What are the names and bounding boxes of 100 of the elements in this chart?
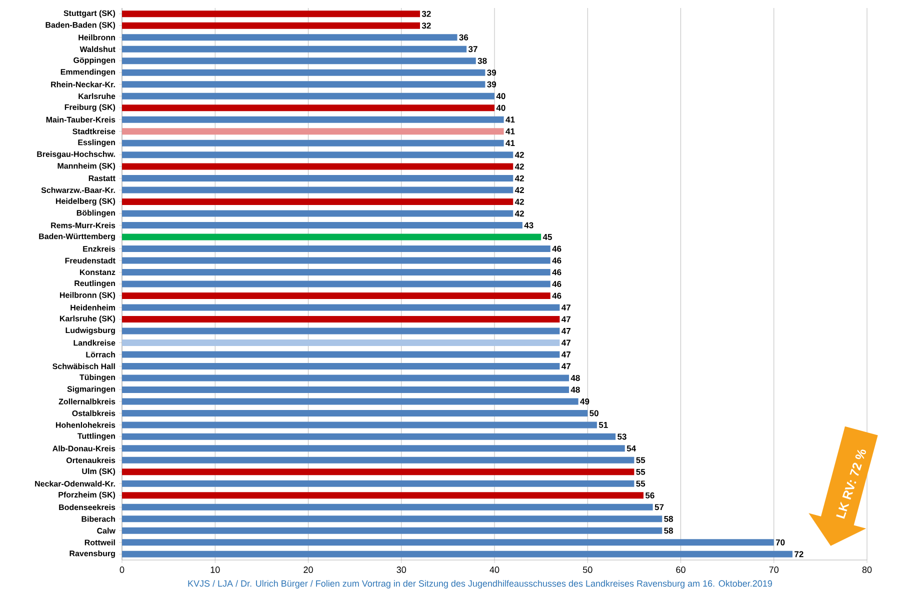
data-label: 37: [468, 46, 478, 52]
data-label: 47: [562, 352, 570, 358]
y-tick-label: Rastatt: [88, 176, 116, 182]
bar: [122, 46, 467, 52]
data-label: 53: [618, 434, 626, 440]
x-tick-label: 10: [210, 566, 220, 573]
y-tick-label: Ostalbkreis: [72, 410, 116, 416]
bar: [122, 198, 514, 206]
y-tick-label: Main-Tauber-Kreis: [46, 116, 116, 123]
x-tick-label: 20: [304, 566, 313, 573]
y-tick-label: Lörrach: [86, 352, 115, 358]
bar: [122, 362, 560, 370]
data-label: 32: [422, 22, 431, 29]
bar: [122, 280, 550, 288]
data-label: 56: [645, 492, 654, 498]
bar: [122, 504, 653, 510]
bar: [122, 374, 570, 382]
data-label: 47: [562, 363, 570, 370]
bar: [122, 292, 550, 299]
data-label: 70: [776, 539, 785, 546]
data-label: 43: [524, 222, 534, 228]
data-label: 46: [552, 258, 562, 264]
bar: [122, 527, 662, 534]
bar: [122, 246, 550, 252]
y-tick-label: Schwarzw.-Baar-Kr.: [41, 187, 115, 193]
bar: [122, 433, 616, 440]
bar: [122, 445, 625, 452]
y-tick-label: Heilbronn (SK): [60, 292, 116, 300]
y-tick-label: Calw: [97, 528, 116, 534]
data-label: 51: [598, 422, 608, 428]
y-tick-label: Ulm (SK): [82, 468, 116, 476]
data-label: 41: [506, 116, 515, 123]
data-label: 42: [514, 175, 524, 182]
x-tick-label: 80: [862, 566, 872, 573]
y-tick-label: Ortenaukreis: [66, 457, 116, 464]
bar: [122, 480, 634, 487]
y-tick-label: Neckar-Odenwald-Kr.: [35, 480, 115, 487]
y-tick-label: Zollernalbkreis: [58, 398, 116, 404]
data-label: 36: [459, 34, 468, 40]
y-tick-label: Emmendingen: [60, 68, 115, 76]
y-tick-label: Freudenstadt: [65, 258, 116, 264]
bar: [122, 398, 578, 405]
data-label: 39: [487, 81, 496, 88]
data-label: 40: [496, 104, 506, 111]
bar: [122, 304, 560, 311]
data-label: 47: [562, 328, 570, 334]
data-label: 42: [514, 187, 524, 194]
bar: [122, 386, 570, 393]
data-label: 55: [636, 468, 646, 475]
y-tick-label: Waldshut: [80, 46, 116, 52]
y-tick-label: Karlsruhe (SK): [60, 316, 116, 323]
y-tick-label: Böblingen: [76, 210, 115, 218]
data-label: 57: [654, 504, 664, 510]
bar: [122, 81, 486, 88]
x-tick-label: 70: [769, 566, 779, 573]
bar: [122, 550, 793, 558]
x-tick-label: 0: [120, 566, 124, 573]
y-tick-label: Heidenheim: [70, 304, 115, 310]
bar: [122, 140, 504, 146]
data-label: 42: [514, 210, 524, 217]
data-label: 58: [664, 516, 674, 522]
data-label: 46: [552, 281, 562, 288]
y-tick-label: Alb-Donau-Kreis: [52, 445, 116, 452]
data-label: 46: [552, 292, 562, 299]
bar: [122, 516, 662, 522]
y-tick-label: Tuttlingen: [78, 432, 115, 440]
y-tick-label: Karlsruhe: [78, 93, 116, 100]
bar: [122, 186, 514, 194]
data-label: 32: [422, 10, 431, 17]
data-label: 42: [514, 164, 524, 170]
y-tick-label: Konstanz: [80, 269, 116, 276]
y-tick-label: Ravensburg: [70, 550, 115, 558]
y-tick-label: Tübingen: [80, 374, 115, 382]
bar: [122, 92, 495, 100]
y-tick-label: Freiburg (SK): [64, 104, 116, 112]
data-label: 48: [570, 386, 580, 393]
data-label: 42: [514, 198, 524, 205]
y-tick-label: Stadtkreise: [72, 128, 116, 134]
bar: [122, 351, 560, 358]
data-label: 47: [562, 316, 570, 322]
x-tick-label: 60: [676, 566, 686, 573]
y-tick-label: Enzkreis: [83, 246, 116, 252]
bar: [122, 468, 634, 476]
bar: [122, 34, 458, 41]
y-tick-label: Breisgau-Hochschw.: [37, 151, 115, 159]
y-tick-label: Landkreise: [74, 340, 116, 346]
y-tick-label: Ludwigsburg: [66, 327, 115, 335]
bar: [122, 410, 588, 416]
y-tick-label: Pforzheim (SK): [58, 492, 116, 500]
data-label: 54: [626, 445, 636, 452]
bar: [122, 10, 420, 18]
bar: [122, 316, 560, 322]
bar: [122, 163, 514, 170]
bar: [122, 422, 597, 428]
bar: [122, 69, 486, 76]
y-tick-label: Biberach: [82, 516, 115, 522]
data-label: 50: [590, 410, 598, 416]
data-label: 39: [487, 70, 496, 76]
data-label: 47: [562, 304, 570, 310]
bar: [122, 152, 514, 158]
